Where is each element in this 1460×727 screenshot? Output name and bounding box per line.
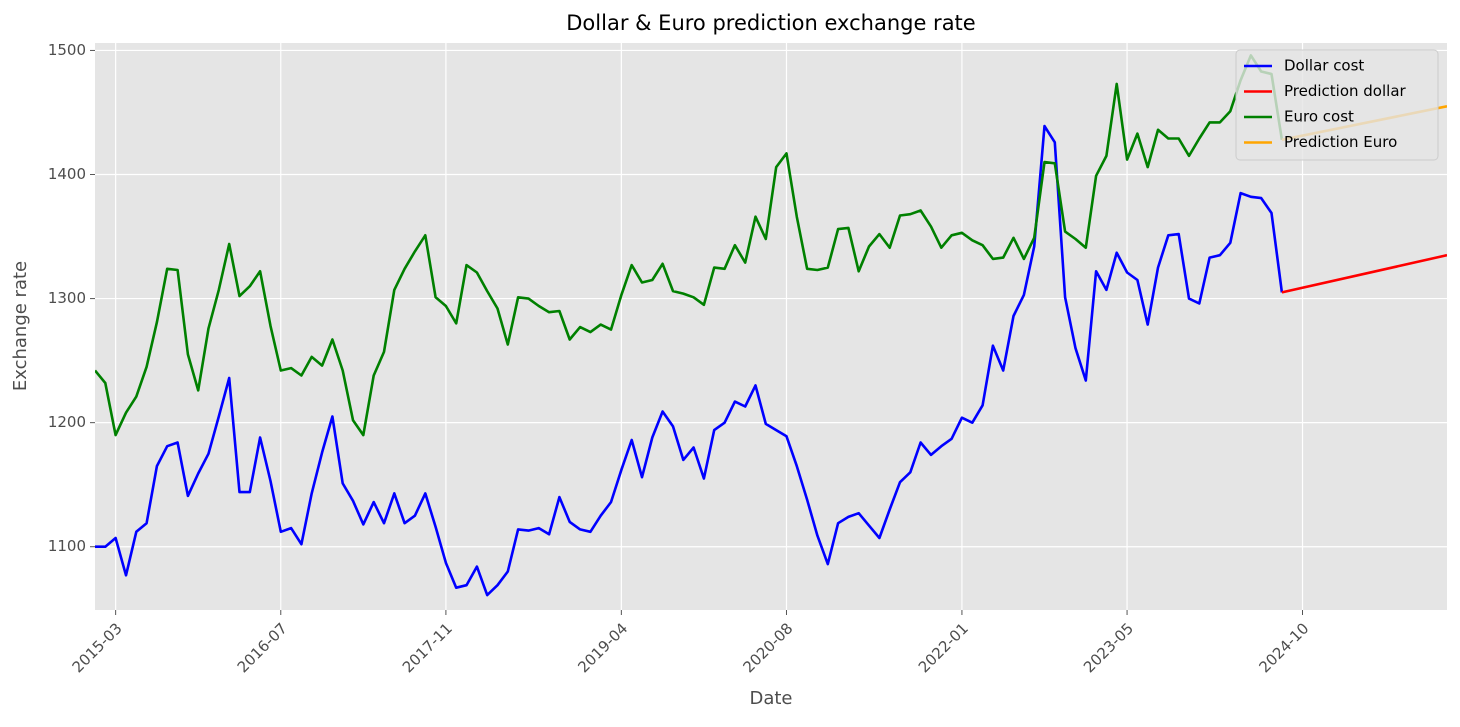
plot-background	[95, 43, 1447, 610]
x-tick-label: 2017-11	[399, 619, 456, 676]
series-line	[1281, 253, 1447, 294]
y-axis-label: Exchange rate	[10, 261, 31, 391]
y-tick-label: 1200	[48, 413, 86, 431]
y-tick-label: 1400	[48, 165, 86, 183]
legend-label: Prediction Euro	[1284, 133, 1397, 151]
y-tick-label: 1300	[48, 289, 86, 307]
x-tick-label: 2019-04	[574, 619, 631, 676]
legend-label: Prediction dollar	[1284, 82, 1407, 100]
chart-title: Dollar & Euro prediction exchange rate	[566, 11, 975, 35]
x-tick-label: 2023-05	[1080, 619, 1137, 676]
legend-label: Euro cost	[1284, 108, 1354, 126]
x-tick-label: 2016-07	[234, 619, 291, 676]
x-tick-label: 2020-08	[739, 619, 796, 676]
y-tick-label: 1100	[48, 537, 86, 555]
x-tick-label: 2015-03	[69, 619, 126, 676]
x-tick-label: 2024-10	[1255, 619, 1312, 676]
series-line	[95, 54, 1284, 437]
y-tick-label: 1500	[48, 41, 86, 59]
series-line	[95, 124, 1284, 597]
x-tick-label: 2022-01	[915, 619, 972, 676]
legend-box	[1235, 49, 1439, 161]
x-axis-label: Date	[749, 688, 792, 709]
legend-label: Dollar cost	[1284, 57, 1364, 75]
